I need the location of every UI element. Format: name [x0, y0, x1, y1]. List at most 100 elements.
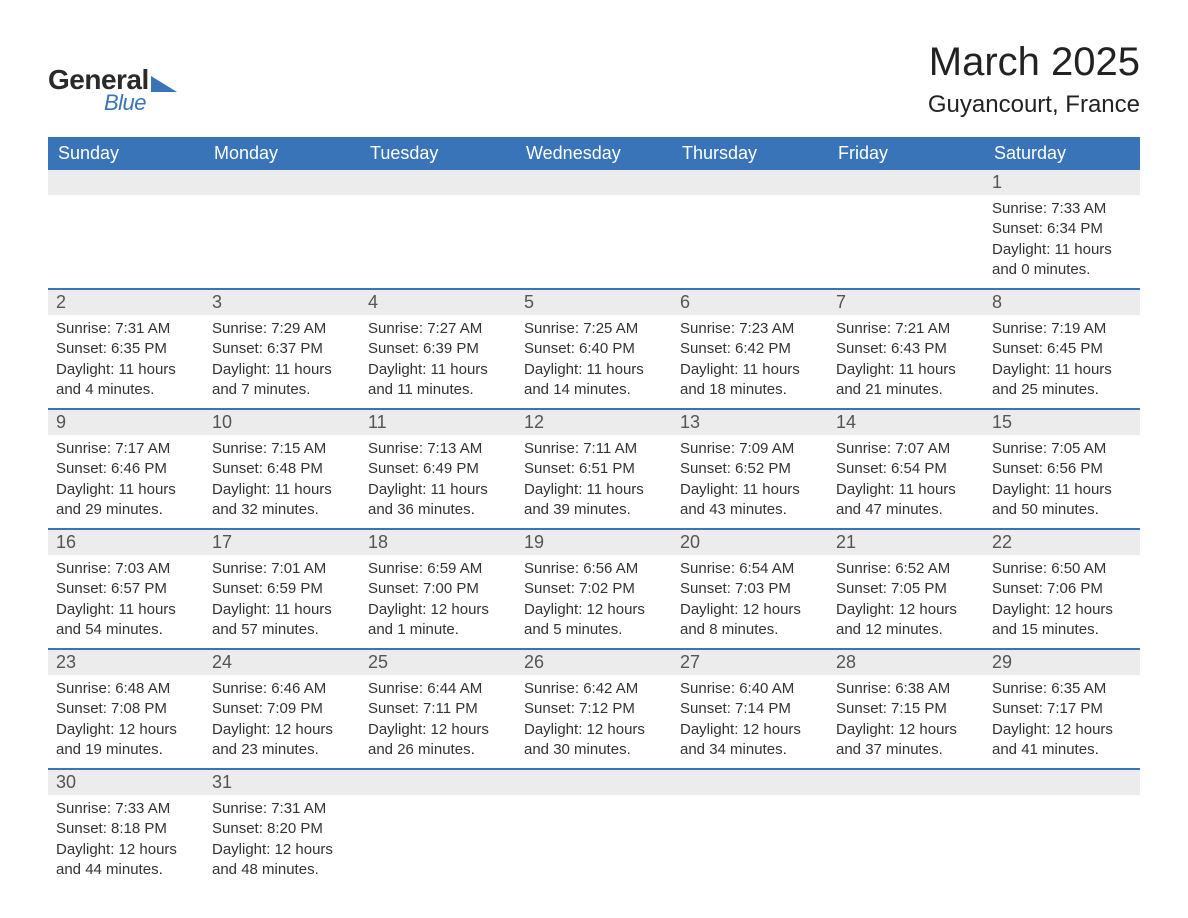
calendar-day: 22Sunrise: 6:50 AMSunset: 7:06 PMDayligh…	[984, 530, 1140, 648]
day-number-strip: 25	[360, 650, 516, 675]
day-line: Sunset: 8:18 PM	[56, 819, 196, 839]
calendar-day: 4Sunrise: 7:27 AMSunset: 6:39 PMDaylight…	[360, 290, 516, 408]
day-number-strip: 22	[984, 530, 1140, 555]
day-number: 5	[524, 292, 664, 313]
day-line: Sunset: 7:11 PM	[368, 699, 508, 719]
title-block: March 2025 Guyancourt, France	[928, 40, 1140, 119]
day-line: Sunrise: 6:35 AM	[992, 679, 1132, 699]
day-line: Sunset: 6:54 PM	[836, 459, 976, 479]
day-line: Sunset: 7:00 PM	[368, 579, 508, 599]
calendar-day: 31Sunrise: 7:31 AMSunset: 8:20 PMDayligh…	[204, 770, 360, 888]
day-number: 20	[680, 532, 820, 553]
weeks-container: 1Sunrise: 7:33 AMSunset: 6:34 PMDaylight…	[48, 170, 1140, 888]
day-line: Daylight: 11 hours and 21 minutes.	[836, 360, 976, 401]
day-line: Sunrise: 6:59 AM	[368, 559, 508, 579]
day-number: 23	[56, 652, 196, 673]
day-line: Sunset: 6:49 PM	[368, 459, 508, 479]
day-line: Daylight: 11 hours and 43 minutes.	[680, 480, 820, 521]
brand-text-blue: Blue	[104, 90, 146, 116]
day-number: 14	[836, 412, 976, 433]
location-label: Guyancourt, France	[928, 91, 1140, 119]
day-number: 29	[992, 652, 1132, 673]
day-number-strip: 2	[48, 290, 204, 315]
day-number: 6	[680, 292, 820, 313]
day-line: Sunset: 7:03 PM	[680, 579, 820, 599]
day-line: Sunrise: 6:54 AM	[680, 559, 820, 579]
day-line: Sunrise: 6:42 AM	[524, 679, 664, 699]
day-line: Sunset: 6:34 PM	[992, 219, 1132, 239]
calendar-day: 14Sunrise: 7:07 AMSunset: 6:54 PMDayligh…	[828, 410, 984, 528]
day-line: Daylight: 11 hours and 39 minutes.	[524, 480, 664, 521]
day-number: 21	[836, 532, 976, 553]
day-line: Sunrise: 7:05 AM	[992, 439, 1132, 459]
day-line: Sunset: 8:20 PM	[212, 819, 352, 839]
calendar-day: 23Sunrise: 6:48 AMSunset: 7:08 PMDayligh…	[48, 650, 204, 768]
weekday-header: Sunday	[48, 137, 204, 170]
day-line: Sunset: 6:35 PM	[56, 339, 196, 359]
weekday-header: Monday	[204, 137, 360, 170]
day-number-strip: 29	[984, 650, 1140, 675]
day-number-strip: 14	[828, 410, 984, 435]
day-line: Daylight: 11 hours and 11 minutes.	[368, 360, 508, 401]
day-number-strip	[984, 770, 1140, 795]
day-line: Sunrise: 6:52 AM	[836, 559, 976, 579]
calendar-day: 9Sunrise: 7:17 AMSunset: 6:46 PMDaylight…	[48, 410, 204, 528]
day-line: Daylight: 12 hours and 41 minutes.	[992, 720, 1132, 761]
calendar-day: 19Sunrise: 6:56 AMSunset: 7:02 PMDayligh…	[516, 530, 672, 648]
day-number-strip: 23	[48, 650, 204, 675]
calendar-week: 16Sunrise: 7:03 AMSunset: 6:57 PMDayligh…	[48, 528, 1140, 648]
day-line: Sunset: 6:37 PM	[212, 339, 352, 359]
calendar-day: 6Sunrise: 7:23 AMSunset: 6:42 PMDaylight…	[672, 290, 828, 408]
brand-logo: General Blue	[48, 64, 177, 116]
calendar-day: 20 Sunrise: 6:54 AMSunset: 7:03 PMDayligh…	[672, 530, 828, 648]
brand-triangle-icon	[151, 74, 177, 92]
day-number-strip: 12	[516, 410, 672, 435]
page-header: General Blue March 2025 Guyancourt, Fran…	[48, 40, 1140, 119]
day-number-strip: 10	[204, 410, 360, 435]
calendar-day	[516, 170, 672, 288]
day-number-strip: 3	[204, 290, 360, 315]
day-number	[836, 772, 976, 793]
day-line: Daylight: 12 hours and 19 minutes.	[56, 720, 196, 761]
day-line: Sunrise: 7:31 AM	[212, 799, 352, 819]
day-number-strip: 4	[360, 290, 516, 315]
calendar-day	[516, 770, 672, 888]
calendar-week: 1Sunrise: 7:33 AMSunset: 6:34 PMDaylight…	[48, 170, 1140, 288]
day-line: Sunset: 7:14 PM	[680, 699, 820, 719]
day-line: Sunset: 7:06 PM	[992, 579, 1132, 599]
day-number-strip: 11	[360, 410, 516, 435]
day-number	[368, 772, 508, 793]
day-line: Sunset: 7:17 PM	[992, 699, 1132, 719]
calendar-day: 25Sunrise: 6:44 AMSunset: 7:11 PMDayligh…	[360, 650, 516, 768]
calendar-day: 30Sunrise: 7:33 AMSunset: 8:18 PMDayligh…	[48, 770, 204, 888]
day-line: Sunrise: 7:29 AM	[212, 319, 352, 339]
day-number	[680, 772, 820, 793]
day-number	[368, 172, 508, 193]
day-line: Sunset: 7:02 PM	[524, 579, 664, 599]
calendar-day: 16Sunrise: 7:03 AMSunset: 6:57 PMDayligh…	[48, 530, 204, 648]
day-line: Sunset: 6:59 PM	[212, 579, 352, 599]
day-number: 30	[56, 772, 196, 793]
calendar-day	[360, 170, 516, 288]
weekday-header-row: SundayMondayTuesdayWednesdayThursdayFrid…	[48, 137, 1140, 170]
calendar-day: 2Sunrise: 7:31 AMSunset: 6:35 PMDaylight…	[48, 290, 204, 408]
calendar-day: 15Sunrise: 7:05 AMSunset: 6:56 PMDayligh…	[984, 410, 1140, 528]
calendar-day	[204, 170, 360, 288]
day-number: 13	[680, 412, 820, 433]
day-line: Daylight: 11 hours and 36 minutes.	[368, 480, 508, 521]
calendar-day	[672, 770, 828, 888]
day-number-strip: 26	[516, 650, 672, 675]
day-line: Sunset: 6:40 PM	[524, 339, 664, 359]
calendar-day: 21Sunrise: 6:52 AMSunset: 7:05 PMDayligh…	[828, 530, 984, 648]
day-line: Sunrise: 7:19 AM	[992, 319, 1132, 339]
day-line: Sunset: 6:52 PM	[680, 459, 820, 479]
day-number-strip	[48, 170, 204, 195]
day-number-strip: 9	[48, 410, 204, 435]
day-line: Daylight: 12 hours and 8 minutes.	[680, 600, 820, 641]
day-line: Sunset: 7:15 PM	[836, 699, 976, 719]
day-number-strip: 1	[984, 170, 1140, 195]
day-number: 1	[992, 172, 1132, 193]
day-line: Daylight: 11 hours and 32 minutes.	[212, 480, 352, 521]
calendar-day: 27Sunrise: 6:40 AMSunset: 7:14 PMDayligh…	[672, 650, 828, 768]
day-number: 11	[368, 412, 508, 433]
